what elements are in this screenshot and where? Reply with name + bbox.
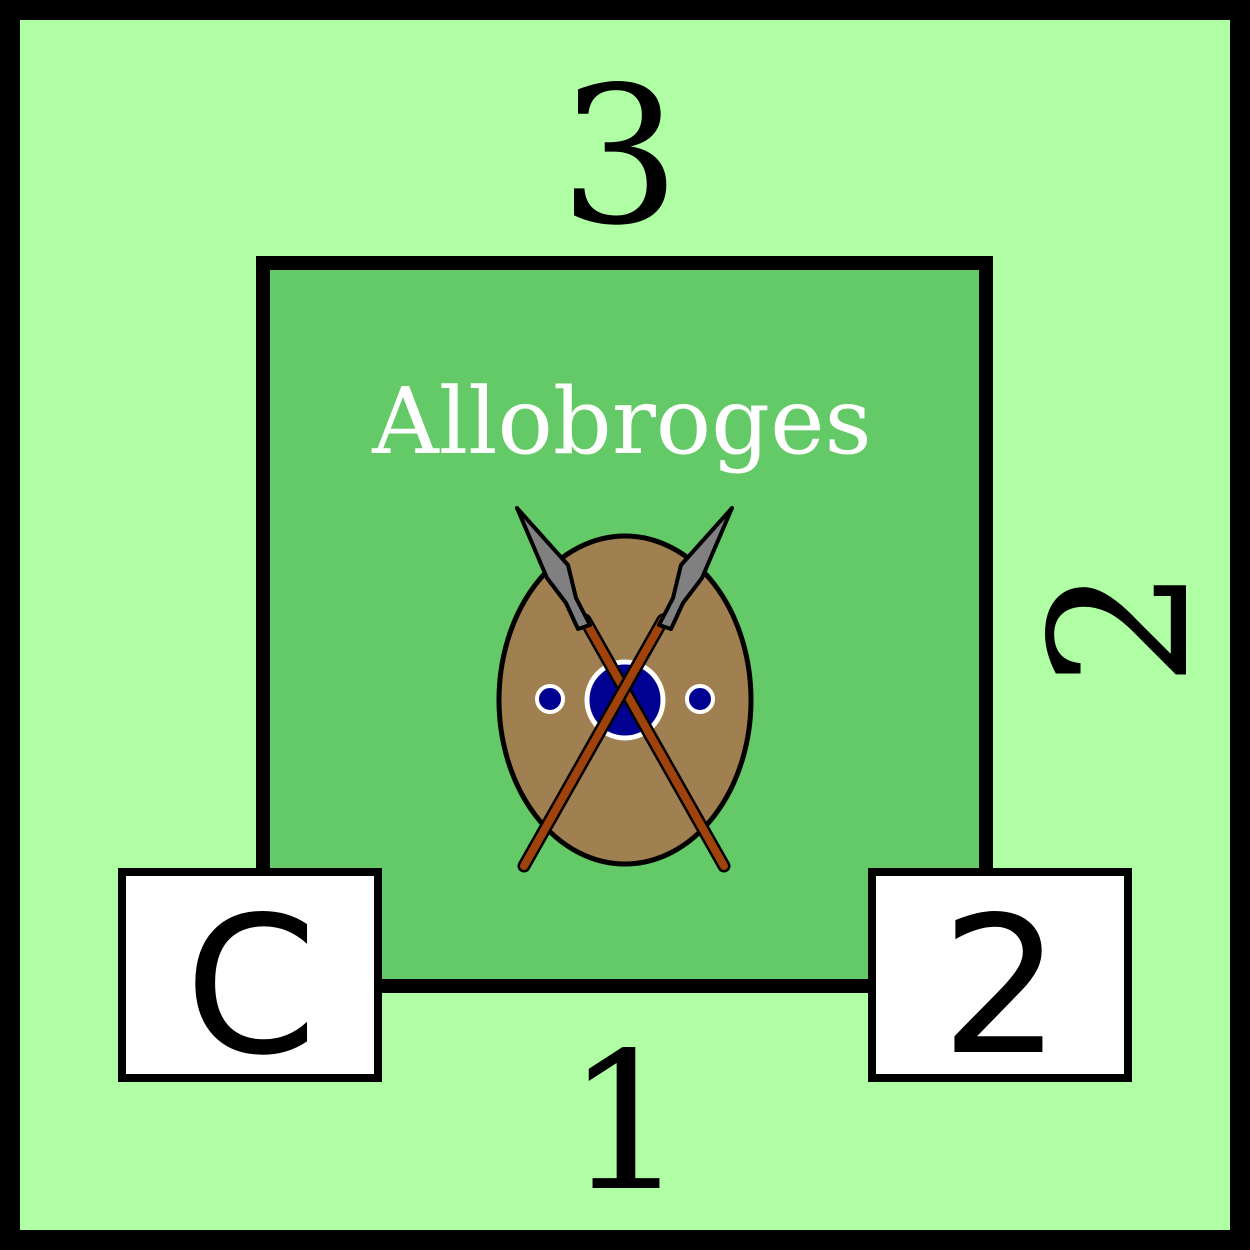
value-bottom: 1 [566, 1012, 687, 1233]
faction-name: Allobroges [371, 368, 872, 475]
shield-crossed-spears-icon [496, 506, 754, 873]
box-left: C [118, 868, 382, 1097]
value-right: 2 [1010, 567, 1231, 688]
value-top: 3 [560, 46, 681, 267]
box-left-label: C [185, 876, 318, 1097]
box-right-label: 2 [941, 876, 1062, 1097]
box-right: 2 [868, 868, 1132, 1097]
